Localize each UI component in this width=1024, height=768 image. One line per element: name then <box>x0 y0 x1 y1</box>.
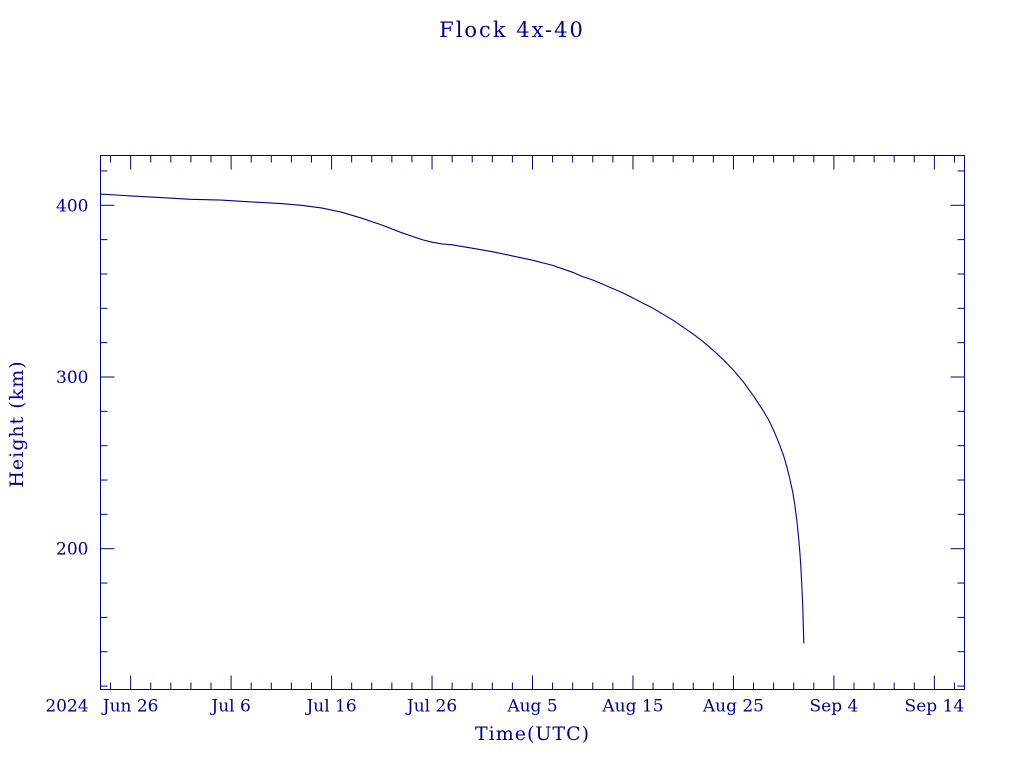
x-tick-label: Aug 25 <box>702 697 764 717</box>
chart-title: Flock 4x-40 <box>439 18 585 42</box>
plot-frame <box>100 155 965 690</box>
year-label: 2024 <box>45 697 88 717</box>
decay-curve <box>99 193 805 644</box>
y-tick-label: 300 <box>56 368 88 388</box>
x-tick-label: Sep 4 <box>809 697 858 717</box>
x-tick-label: Aug 15 <box>601 697 663 717</box>
y-tick-label: 200 <box>56 540 88 560</box>
x-tick-label: Sep 14 <box>905 697 965 717</box>
y-axis-label: Height (km) <box>6 360 28 488</box>
x-tick-label: Jul 26 <box>405 697 457 717</box>
y-tick-label: 400 <box>56 196 88 216</box>
x-tick-label: Jun 26 <box>101 697 159 717</box>
x-tick-label: Jul 6 <box>209 697 250 717</box>
x-tick-label: Aug 5 <box>506 697 557 717</box>
x-axis-label: Time(UTC) <box>474 723 591 745</box>
x-tick-label: Jul 16 <box>304 697 356 717</box>
